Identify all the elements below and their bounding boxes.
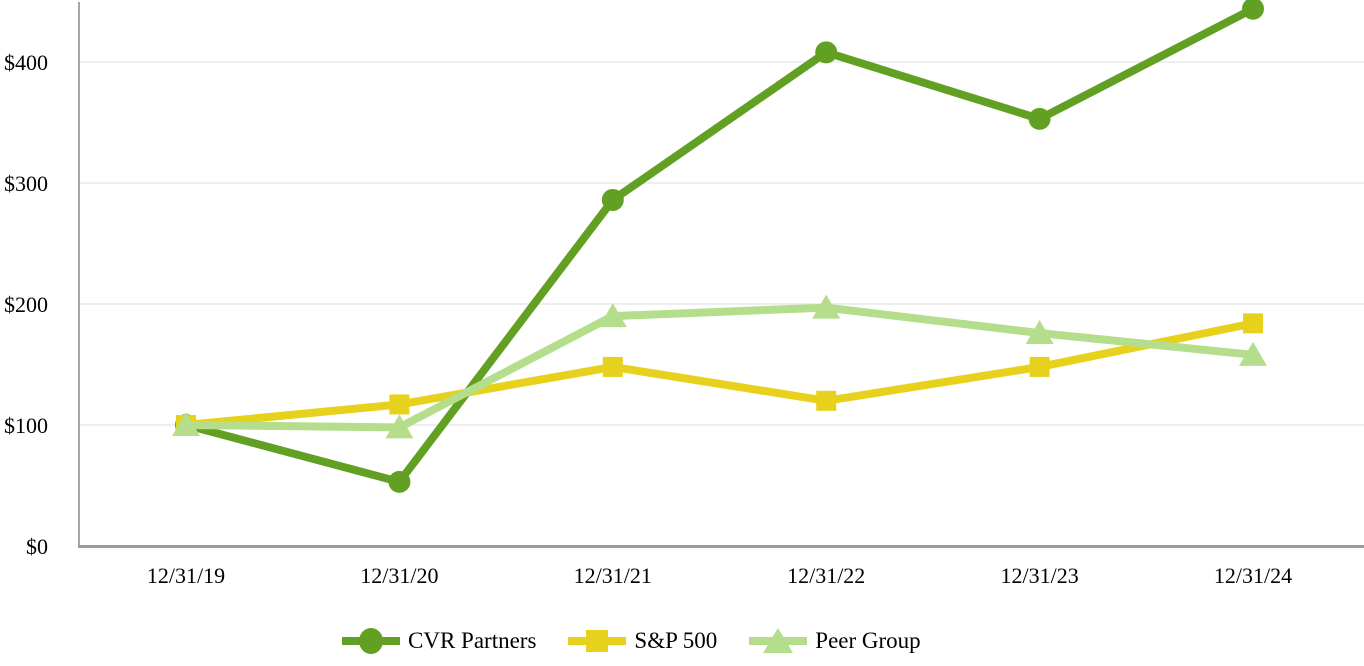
y-tick-label: $300	[4, 171, 48, 196]
x-tick-label: 12/31/19	[147, 563, 225, 588]
data-point-peer-group-12/31/21	[598, 303, 627, 328]
data-point-cvr-partners-12/31/23	[1028, 107, 1051, 130]
sp500-line-square-icon	[568, 630, 627, 652]
x-tick-label: 12/31/20	[360, 563, 438, 588]
series-cvr-partners	[175, 0, 1264, 493]
data-point-peer-group-12/31/23	[1025, 320, 1054, 345]
legend-label-cvr-partners: CVR Partners	[408, 628, 537, 653]
x-tick-label: 12/31/23	[1000, 563, 1078, 588]
data-point-peer-group-12/31/24	[1239, 341, 1267, 366]
chart-legend: CVR Partners S&P 500 Peer Group	[342, 627, 921, 655]
series-line-cvr-partners	[182, 4, 1257, 486]
legend-item-cvr-partners: CVR Partners	[342, 627, 536, 655]
series-line-s-p-500	[182, 319, 1257, 429]
legend-triangle-marker	[763, 628, 794, 653]
data-point-peer-group-12/31/20	[385, 414, 414, 439]
y-tick-label: $200	[4, 292, 48, 317]
series-s-p-500	[176, 313, 1263, 435]
series-line-peer-group	[182, 303, 1257, 432]
x-tick-label: 12/31/24	[1214, 563, 1292, 588]
legend-square-marker	[586, 630, 609, 652]
cvr-partners-line-circle-icon	[342, 628, 400, 654]
legend-item-peer-group: Peer Group	[749, 627, 921, 655]
data-point-s-p-500-12/31/21	[602, 356, 623, 377]
x-tick-label: 12/31/22	[787, 563, 865, 588]
series-peer-group	[172, 294, 1267, 439]
data-point-s-p-500-12/31/24	[1243, 313, 1263, 334]
data-point-s-p-500-12/31/22	[816, 390, 837, 411]
x-tick-label: 12/31/21	[574, 563, 652, 588]
data-point-cvr-partners-12/31/22	[815, 41, 838, 64]
legend-label-sp500: S&P 500	[634, 628, 718, 653]
data-point-cvr-partners-12/31/20	[388, 470, 411, 493]
data-point-s-p-500-12/31/23	[1029, 356, 1050, 377]
y-tick-label: $100	[4, 413, 48, 438]
data-point-s-p-500-12/31/20	[389, 394, 410, 415]
legend-label-peer-group: Peer Group	[815, 628, 921, 653]
data-point-cvr-partners-12/31/21	[601, 188, 624, 211]
y-tick-label: $0	[26, 534, 48, 559]
data-point-peer-group-12/31/22	[812, 294, 841, 319]
legend-circle-marker	[359, 628, 383, 654]
legend-item-sp500: S&P 500	[568, 627, 717, 655]
data-point-peer-group-12/31/19	[172, 412, 200, 436]
y-tick-label: $400	[4, 50, 48, 75]
data-point-cvr-partners-12/31/24	[1242, 0, 1264, 20]
peer-group-line-triangle-icon	[749, 628, 808, 653]
